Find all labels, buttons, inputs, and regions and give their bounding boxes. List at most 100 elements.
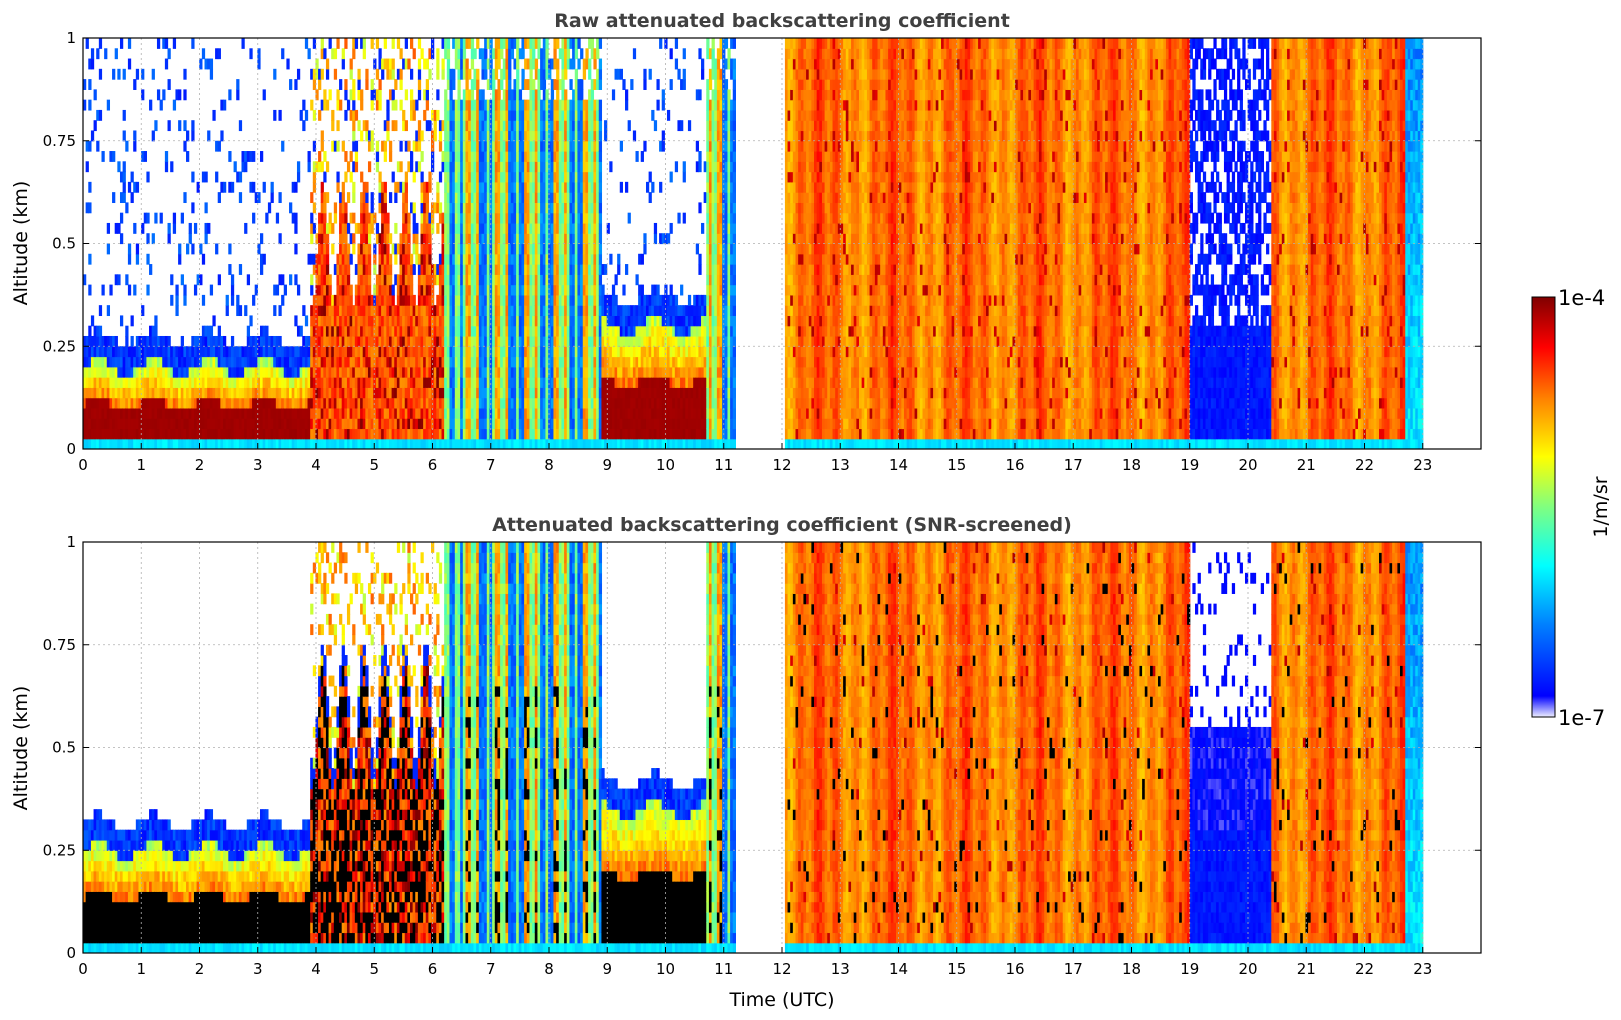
heatmap-cell bbox=[428, 68, 432, 80]
heatmap-cell bbox=[262, 397, 266, 409]
heatmap-cell bbox=[294, 366, 298, 378]
heatmap-cell bbox=[588, 58, 592, 70]
heatmap-cell bbox=[164, 397, 169, 409]
heatmap-cell bbox=[457, 294, 461, 306]
heatmap-cell bbox=[404, 274, 408, 286]
heatmap-cell bbox=[399, 140, 403, 152]
heatmap-cell bbox=[339, 366, 343, 378]
heatmap-cell bbox=[117, 356, 121, 368]
heatmap-cell bbox=[417, 140, 422, 152]
heatmap-cell bbox=[497, 428, 501, 440]
heatmap-cell bbox=[186, 243, 190, 255]
heatmap-cell bbox=[460, 151, 464, 162]
heatmap-cell bbox=[425, 305, 429, 317]
heatmap-cell bbox=[331, 315, 335, 327]
heatmap-cell bbox=[542, 387, 547, 399]
heatmap-cell bbox=[470, 58, 475, 70]
heatmap-cell bbox=[542, 407, 547, 419]
heatmap-cell bbox=[331, 438, 335, 449]
heatmap-cell bbox=[476, 233, 480, 245]
heatmap-cell bbox=[83, 397, 87, 409]
heatmap-cell bbox=[420, 181, 424, 193]
heatmap-cell bbox=[415, 99, 419, 111]
heatmap-cell bbox=[518, 233, 523, 245]
heatmap-cell bbox=[462, 397, 467, 409]
heatmap-cell bbox=[320, 181, 324, 193]
heatmap-cell bbox=[223, 428, 227, 440]
heatmap-cell bbox=[548, 325, 552, 337]
heatmap-cell bbox=[175, 305, 179, 317]
heatmap-cell bbox=[209, 366, 214, 378]
heatmap-cell bbox=[564, 366, 568, 378]
heatmap-cell bbox=[513, 140, 517, 152]
heatmap-cell bbox=[112, 192, 116, 204]
heatmap-cell bbox=[386, 212, 390, 224]
heatmap-cell bbox=[119, 346, 124, 358]
heatmap-cell bbox=[534, 130, 539, 142]
heatmap-cell bbox=[417, 438, 422, 449]
heatmap-cell bbox=[534, 222, 539, 234]
heatmap-cell bbox=[516, 387, 520, 399]
heatmap-cell bbox=[553, 387, 557, 399]
heatmap-cell bbox=[532, 366, 536, 378]
heatmap-cell bbox=[196, 387, 200, 399]
heatmap-cell bbox=[159, 346, 163, 358]
heatmap-cell bbox=[156, 335, 161, 347]
heatmap-cell bbox=[476, 418, 480, 430]
heatmap-cell bbox=[275, 346, 280, 358]
heatmap-cell bbox=[468, 264, 472, 275]
heatmap-cell bbox=[444, 181, 448, 193]
heatmap-cell bbox=[510, 335, 515, 347]
heatmap-cell bbox=[318, 366, 322, 378]
heatmap-cell bbox=[486, 140, 491, 152]
heatmap-cell bbox=[529, 407, 533, 419]
heatmap-cell bbox=[88, 438, 92, 449]
heatmap-cell bbox=[444, 253, 448, 265]
heatmap-cell bbox=[534, 377, 539, 388]
heatmap-cell bbox=[388, 89, 393, 101]
heatmap-cell bbox=[428, 181, 432, 193]
heatmap-cell bbox=[323, 428, 327, 440]
heatmap-cell bbox=[580, 79, 584, 90]
heatmap-cell bbox=[492, 264, 496, 275]
heatmap-cell bbox=[550, 212, 555, 224]
heatmap-cell bbox=[106, 356, 111, 368]
heatmap-cell bbox=[312, 366, 317, 378]
heatmap-cell bbox=[106, 377, 111, 388]
heatmap-cell bbox=[352, 397, 356, 409]
heatmap-cell bbox=[473, 192, 477, 204]
heatmap-cell bbox=[341, 181, 345, 193]
heatmap-cell bbox=[423, 192, 427, 204]
heatmap-cell bbox=[283, 346, 287, 358]
heatmap-cell bbox=[484, 407, 488, 419]
heatmap-cell bbox=[553, 253, 557, 265]
heatmap-cell bbox=[331, 109, 335, 121]
heatmap-cell bbox=[83, 274, 87, 286]
heatmap-cell bbox=[486, 294, 491, 306]
heatmap-cell bbox=[526, 253, 531, 265]
heatmap-cell bbox=[225, 377, 229, 388]
heatmap-cell bbox=[201, 407, 206, 419]
heatmap-cell bbox=[553, 274, 557, 286]
heatmap-cell bbox=[199, 335, 203, 347]
heatmap-cell bbox=[516, 192, 520, 204]
heatmap-cell bbox=[590, 89, 595, 101]
heatmap-cell bbox=[545, 171, 549, 183]
heatmap-cell bbox=[362, 120, 366, 132]
heatmap-cell bbox=[90, 130, 95, 142]
heatmap-cell bbox=[117, 366, 121, 378]
heatmap-cell bbox=[454, 99, 459, 111]
heatmap-cell bbox=[478, 151, 483, 162]
heatmap-cell bbox=[553, 79, 557, 90]
heatmap-cell bbox=[460, 315, 464, 327]
heatmap-cell bbox=[420, 346, 424, 358]
heatmap-cell bbox=[438, 356, 443, 368]
heatmap-cell bbox=[96, 377, 100, 388]
heatmap-cell bbox=[164, 418, 169, 430]
heatmap-cell bbox=[373, 325, 377, 337]
heatmap-cell bbox=[436, 305, 440, 317]
heatmap-cell bbox=[534, 109, 539, 121]
heatmap-cell bbox=[598, 109, 603, 121]
heatmap-cell bbox=[331, 325, 335, 337]
heatmap-cell bbox=[454, 356, 459, 368]
